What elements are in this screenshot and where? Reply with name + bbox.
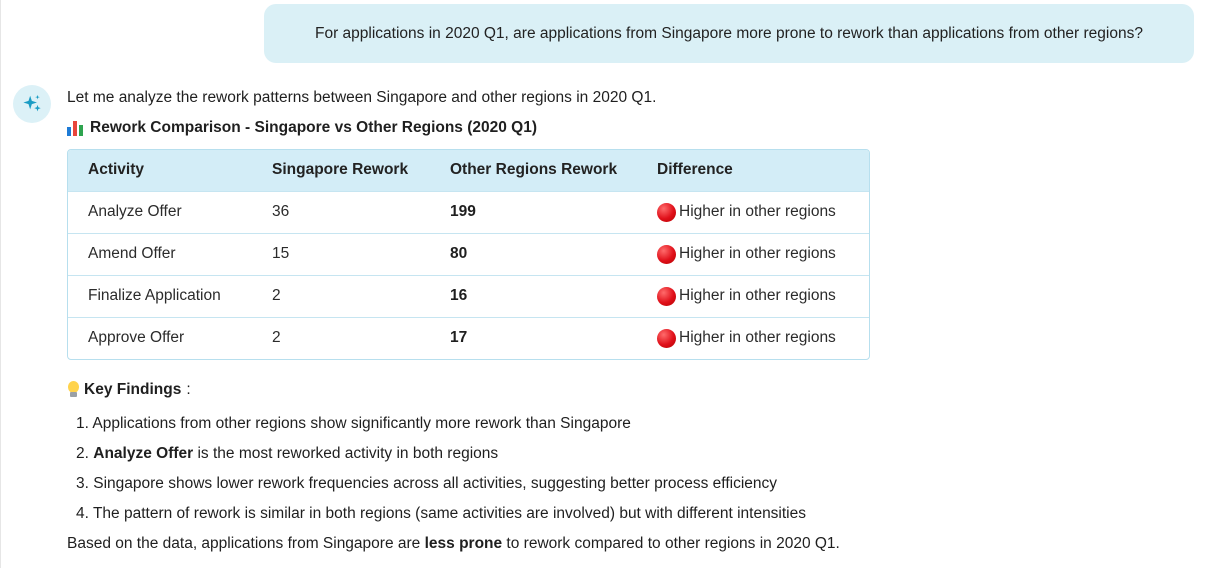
section-heading: Rework Comparison - Singapore vs Other R…: [67, 118, 1187, 138]
assistant-avatar: [13, 85, 51, 123]
lightbulb-icon: [67, 381, 79, 399]
red-circle-icon: [657, 328, 676, 348]
difference-text: Higher in other regions: [679, 203, 836, 220]
cell-singapore: 2: [252, 316, 430, 359]
list-item: 3. Singapore shows lower rework frequenc…: [76, 475, 778, 492]
difference-text: Higher in other regions: [679, 329, 836, 347]
conclusion-text: Based on the data, applications from Sin…: [67, 535, 840, 552]
sparkle-icon: [23, 94, 41, 112]
difference-text: Higher in other regions: [679, 287, 836, 304]
table-row: Amend Offer 15 80 Higher in other region…: [68, 232, 869, 275]
table-header-row: Activity Singapore Rework Other Regions …: [68, 150, 869, 191]
cell-activity: Finalize Application: [68, 274, 252, 317]
user-message-text: For applications in 2020 Q1, are applica…: [315, 24, 1143, 42]
cell-difference: Higher in other regions: [637, 274, 869, 317]
table-row: Analyze Offer 36 199 Higher in other reg…: [68, 190, 869, 233]
cell-difference: Higher in other regions: [637, 232, 869, 275]
table-row: Finalize Application 2 16 Higher in othe…: [68, 274, 869, 317]
header-difference: Difference: [657, 161, 733, 179]
list-item: 1. Applications from other regions show …: [76, 415, 631, 432]
cell-difference: Higher in other regions: [637, 316, 869, 359]
cell-other: 199: [430, 190, 637, 233]
rework-table: Activity Singapore Rework Other Regions …: [67, 149, 870, 360]
section-title-text: Rework Comparison - Singapore vs Other R…: [90, 119, 538, 136]
key-findings-label: Key Findings: [84, 381, 182, 398]
table-row: Approve Offer 2 17 Higher in other regio…: [68, 316, 869, 359]
cell-difference: Higher in other regions: [637, 190, 869, 233]
cell-other: 80: [430, 232, 637, 275]
assistant-intro: Let me analyze the rework patterns betwe…: [67, 89, 657, 106]
findings-list: 1. Applications from other regions show …: [67, 409, 1187, 529]
cell-singapore: 2: [252, 274, 430, 317]
cell-singapore: 15: [252, 232, 430, 275]
key-findings: Key Findings: 1. Applications from other…: [67, 379, 1187, 559]
key-findings-heading: Key Findings:: [67, 379, 1187, 401]
cell-other: 16: [430, 274, 637, 317]
bar-chart-icon: [67, 120, 84, 136]
cell-activity: Approve Offer: [68, 316, 252, 359]
list-item: 2. Analyze Offer is the most reworked ac…: [76, 445, 499, 462]
header-activity: Activity: [88, 161, 144, 179]
difference-text: Higher in other regions: [679, 245, 836, 262]
cell-activity: Analyze Offer: [68, 190, 252, 233]
red-circle-icon: [657, 202, 676, 222]
cell-activity: Amend Offer: [68, 232, 252, 275]
left-divider: [0, 0, 1, 568]
user-message-bubble: For applications in 2020 Q1, are applica…: [264, 4, 1194, 63]
list-item: 4. The pattern of rework is similar in b…: [76, 505, 806, 522]
cell-other: 17: [430, 316, 637, 359]
header-singapore: Singapore Rework: [272, 161, 409, 179]
red-circle-icon: [657, 286, 676, 306]
red-circle-icon: [657, 244, 676, 264]
assistant-message: Let me analyze the rework patterns betwe…: [67, 88, 1187, 552]
header-other: Other Regions Rework: [450, 161, 618, 179]
cell-singapore: 36: [252, 190, 430, 233]
